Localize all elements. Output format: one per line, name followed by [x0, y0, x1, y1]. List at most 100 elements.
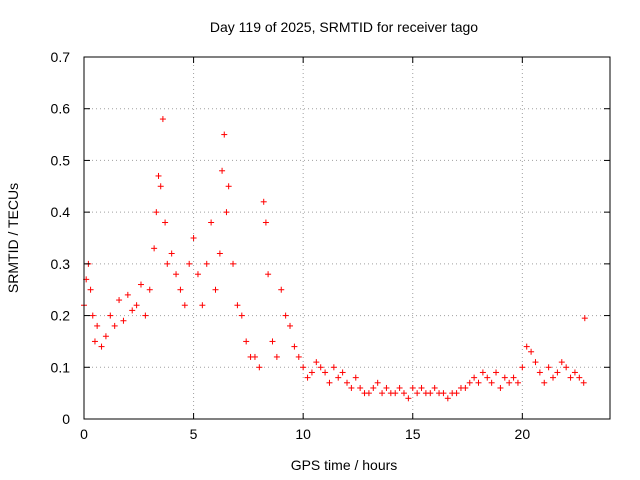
x-tick-label: 20 — [515, 426, 531, 442]
data-point — [278, 286, 285, 293]
data-points — [81, 116, 588, 402]
data-point — [571, 369, 578, 376]
data-point — [523, 343, 530, 350]
data-point — [87, 286, 94, 293]
data-point — [409, 384, 416, 391]
y-tick-label: 0.7 — [51, 49, 71, 65]
data-point — [532, 359, 539, 366]
data-point — [326, 379, 333, 386]
data-point — [550, 374, 557, 381]
data-point — [431, 384, 438, 391]
data-point — [506, 379, 513, 386]
y-tick-label: 0.5 — [51, 152, 71, 168]
y-tick-labels: 0 0.1 0.2 0.3 0.4 0.5 0.6 0.7 — [51, 49, 71, 427]
data-point — [558, 359, 565, 366]
data-point — [155, 172, 162, 179]
data-point — [414, 390, 421, 397]
data-point — [313, 359, 320, 366]
data-point — [497, 384, 504, 391]
data-point — [541, 379, 548, 386]
data-point — [545, 364, 552, 371]
data-point — [567, 374, 574, 381]
y-tick-label: 0.3 — [51, 256, 71, 272]
data-point — [137, 281, 144, 288]
data-point — [348, 384, 355, 391]
x-tick-label: 10 — [295, 426, 311, 442]
data-point — [168, 250, 175, 257]
data-point — [151, 245, 158, 252]
chart-title: Day 119 of 2025, SRMTID for receiver tag… — [210, 19, 478, 35]
data-point — [251, 353, 258, 360]
data-point — [335, 374, 342, 381]
x-tick-label: 0 — [80, 426, 88, 442]
data-point — [243, 338, 250, 345]
data-point — [396, 384, 403, 391]
data-point — [124, 291, 131, 298]
data-point — [190, 235, 197, 241]
data-point — [444, 395, 451, 402]
data-point — [120, 317, 127, 324]
data-point — [177, 286, 184, 293]
y-tick-label: 0.1 — [51, 359, 71, 375]
data-point — [317, 364, 324, 371]
data-point — [89, 312, 96, 319]
data-point — [102, 333, 109, 340]
grid — [84, 57, 610, 419]
data-point — [471, 374, 478, 381]
data-point — [221, 131, 228, 138]
y-tick-label: 0 — [62, 411, 70, 427]
x-tick-label: 15 — [405, 426, 421, 442]
data-point — [440, 390, 447, 397]
data-point — [94, 322, 101, 329]
x-tick-label: 5 — [190, 426, 198, 442]
data-point — [344, 379, 350, 386]
data-point — [493, 369, 500, 376]
x-tick-labels: 0 5 10 15 20 — [80, 426, 530, 442]
data-point — [466, 379, 473, 386]
data-point — [479, 369, 486, 376]
data-point — [107, 312, 114, 319]
data-point — [352, 374, 359, 381]
data-point — [91, 338, 98, 345]
data-point — [256, 364, 263, 371]
data-point — [116, 297, 123, 304]
data-point — [322, 369, 329, 376]
data-point — [365, 390, 372, 397]
data-point — [379, 390, 386, 397]
data-point — [484, 374, 491, 381]
data-point — [427, 390, 434, 397]
data-point — [282, 312, 289, 319]
data-point — [308, 369, 315, 376]
data-point — [374, 379, 381, 386]
data-point — [129, 307, 136, 314]
data-point — [216, 250, 223, 257]
data-point — [238, 312, 245, 319]
data-point — [392, 390, 399, 397]
data-point — [528, 348, 535, 355]
data-point — [260, 198, 267, 205]
data-point — [291, 343, 298, 350]
data-point — [418, 384, 425, 391]
data-point — [339, 369, 346, 376]
data-point — [501, 374, 508, 381]
data-point — [262, 219, 269, 226]
data-point — [370, 384, 377, 391]
data-point — [212, 286, 219, 293]
data-point — [488, 379, 495, 386]
data-point — [208, 219, 215, 226]
data-point — [230, 260, 237, 267]
data-point — [153, 209, 160, 216]
data-point — [219, 167, 226, 174]
data-point — [162, 219, 169, 226]
x-axis-label: GPS time / hours — [291, 457, 398, 473]
data-point — [475, 379, 482, 386]
data-point — [98, 343, 105, 350]
data-point — [300, 364, 307, 371]
data-point — [576, 374, 583, 381]
data-point — [194, 271, 201, 278]
data-point — [580, 379, 587, 386]
data-point — [383, 384, 390, 391]
data-point — [142, 312, 149, 319]
data-point — [304, 374, 311, 381]
data-point — [357, 384, 364, 391]
